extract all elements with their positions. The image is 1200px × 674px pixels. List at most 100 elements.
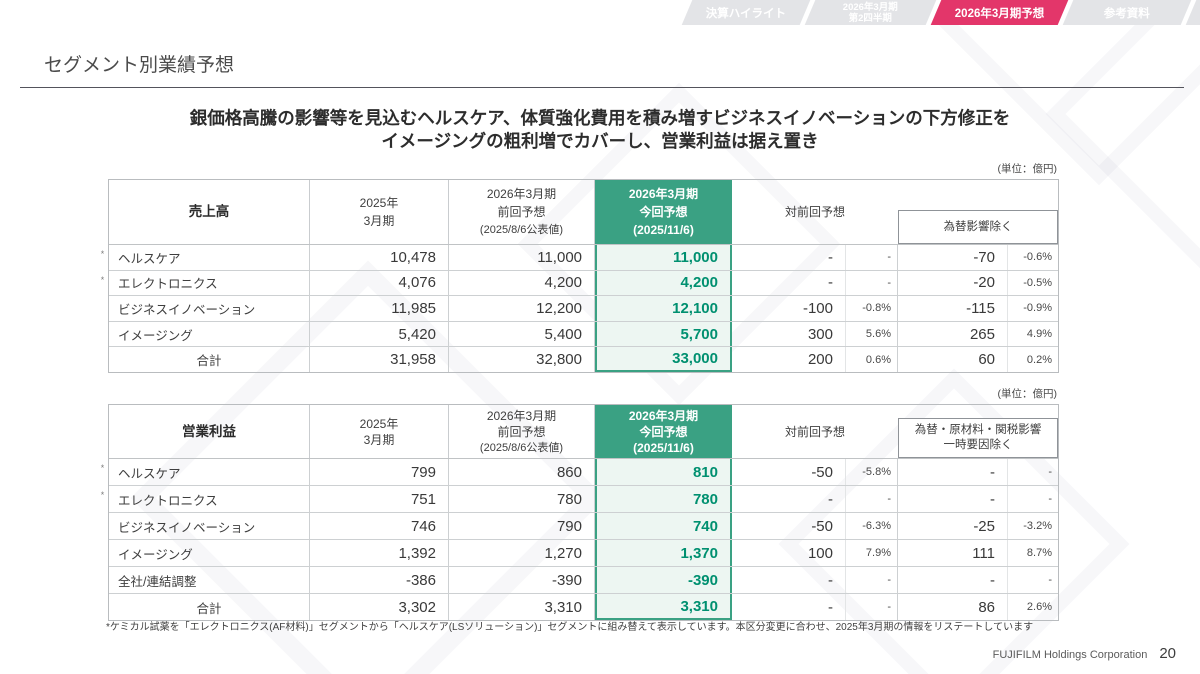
tab-fy2026-q2[interactable]: 2026年3月期 第2四半期 (804, 0, 937, 25)
cell-prev-forecast: 4,200 (449, 270, 595, 296)
cell-vs-prev: -50 (732, 513, 846, 539)
cell-current-forecast: 740 (595, 513, 732, 539)
cell-current-forecast: 780 (595, 486, 732, 512)
row-label: 合計 (109, 594, 310, 620)
cell-fy2025: 31,958 (310, 347, 449, 372)
cell-excl-factors: - (898, 567, 1008, 593)
cell-excl-fx-pct: -0.6% (1023, 251, 1052, 264)
row-label: ヘルスケア (109, 245, 310, 270)
cell-excl-fx-pct: 0.2% (1026, 353, 1052, 366)
cell-excl-fx: -20 (898, 270, 1008, 296)
table-row: 全社/連結調整 -386 -390 -390 - - - - (109, 567, 1058, 594)
cell-vs-prev: - (732, 567, 846, 593)
cell-prev-forecast: 1,270 (449, 540, 595, 566)
cell-current-forecast: 33,000 (595, 347, 732, 372)
cell-vs-prev: -50 (732, 459, 846, 485)
tab-reference-materials[interactable]: 参考資料 (1062, 0, 1192, 25)
tab-fy2026-forecast[interactable]: 2026年3月期予想 (930, 0, 1069, 25)
cell-prev-forecast: 32,800 (449, 347, 595, 372)
row-label: イメージング (109, 321, 310, 347)
tab-label: 2026年3月期予想 (954, 7, 1045, 20)
tab-bar: 決算ハイライト 2026年3月期 第2四半期 2026年3月期予想 参考資料 (0, 0, 1200, 25)
col-header-line: 前回予想 (497, 205, 546, 219)
excl-fx-label: 為替影響除く (943, 220, 1013, 233)
col-header-line: 2026年3月期 (628, 408, 699, 423)
cell-vs-prev: - (732, 486, 846, 512)
cell-excl-fx: -70 (898, 245, 1008, 270)
tab-label: 参考資料 (1104, 7, 1150, 20)
unit-label-sales: (単位：億円) (997, 163, 1058, 175)
col-header-line: (2025/8/6公表値) (479, 441, 564, 454)
table-row: ビジネスイノベーション 11,985 12,200 12,100 -100 -0… (109, 296, 1058, 322)
cell-prev-forecast: 11,000 (449, 245, 595, 270)
cell-vs-prev: - (732, 245, 846, 270)
cell-vs-prev-pct: 0.6% (846, 347, 898, 372)
col-header-current-forecast: 2026年3月期 今回予想 (2025/11/6) (595, 405, 732, 458)
table-row-total: 合計 31,958 32,800 33,000 200 0.6% 60 0.2% (109, 347, 1058, 372)
excl-factors-box: 為替・原材料・関税影響 一時要因除く (898, 418, 1058, 458)
cell-vs-prev-pct: - (846, 486, 898, 512)
col-header-prev-forecast: 2026年3月期 前回予想 (2025/8/6公表値) (449, 405, 595, 458)
table-row-total: 合計 3,302 3,310 3,310 - - 86 2.6% (109, 594, 1058, 620)
cell-fy2025: 10,478 (310, 245, 449, 270)
cell-prev-forecast: 860 (449, 459, 595, 485)
footnote: *ケミカル試薬を「エレクトロニクス(AF材料)」セグメントから「ヘルスケア(LS… (106, 622, 1034, 633)
cell-prev-forecast: 12,200 (449, 296, 595, 321)
sales-table-header: 売上高 2025年 3月期 2026年3月期 前回予想 (2025/8/6公表値… (109, 180, 1058, 245)
cell-vs-prev: 200 (732, 347, 846, 372)
cell-excl-fx-pct: -0.5% (1023, 276, 1052, 289)
cell-fy2025: 799 (310, 459, 449, 485)
cell-fy2025: 4,076 (310, 270, 449, 296)
cell-excl-fx: -115 (898, 296, 1008, 321)
cell-excl-factors: -25 (898, 513, 1008, 539)
row-label: ヘルスケア (109, 459, 310, 485)
row-label: エレクトロニクス (109, 270, 310, 296)
tab-results-highlights[interactable]: 決算ハイライト (681, 0, 811, 25)
excl-fx-box: 為替影響除く (898, 210, 1058, 244)
sales-table: 売上高 2025年 3月期 2026年3月期 前回予想 (2025/8/6公表値… (101, 179, 1059, 373)
row-label: 全社/連結調整 (109, 567, 310, 593)
unit-label-profit: (単位：億円) (997, 388, 1058, 400)
cell-current-forecast: -390 (595, 567, 732, 593)
slide-message-line1: 銀価格高騰の影響等を見込むヘルスケア、体質強化費用を積み増すビジネスイノベーショ… (189, 108, 1011, 128)
cell-prev-forecast: 790 (449, 513, 595, 539)
page-title: セグメント別業績予想 (44, 55, 235, 76)
excl-factors-label-line1: 為替・原材料・関税影響 (914, 424, 1042, 436)
cell-fy2025: 3,302 (310, 594, 449, 620)
tab-label: 決算ハイライト (705, 7, 787, 20)
cell-vs-prev: 300 (732, 321, 846, 347)
footnote-marker: * (100, 490, 105, 500)
cell-current-forecast: 11,000 (595, 245, 732, 270)
cell-excl-factors-pct: - (1048, 493, 1052, 505)
cell-vs-prev-pct: - (846, 270, 898, 296)
page-number: 20 (1159, 645, 1176, 662)
cell-excl-factors-pct: -3.2% (1023, 520, 1052, 532)
cell-vs-prev-pct: - (846, 567, 898, 593)
col-header-vs-prev: 対前回予想 (784, 205, 845, 219)
col-header-vs-prev: 対前回予想 (784, 424, 845, 439)
cell-current-forecast: 810 (595, 459, 732, 485)
col-header-line: 前回予想 (497, 424, 546, 439)
company-name: FUJIFILM Holdings Corporation (992, 649, 1148, 661)
cell-prev-forecast: -390 (449, 567, 595, 593)
col-header-prev-forecast: 2026年3月期 前回予想 (2025/8/6公表値) (449, 180, 595, 244)
title-rule (20, 87, 1184, 88)
col-header-line: 今回予想 (639, 424, 688, 439)
col-header-fy2025: 2025年 3月期 (310, 405, 449, 458)
col-header-line: 2026年3月期 (628, 187, 699, 201)
tab-label-line2: 第2四半期 (848, 12, 893, 24)
cell-prev-forecast: 780 (449, 486, 595, 512)
row-label: エレクトロニクス (109, 486, 310, 512)
cell-current-forecast: 3,310 (595, 594, 732, 620)
cell-fy2025: 746 (310, 513, 449, 539)
cell-vs-prev: - (732, 594, 846, 620)
row-label: ビジネスイノベーション (109, 513, 310, 539)
cell-excl-factors-pct: - (1048, 466, 1052, 478)
col-header-excl-factors: 為替・原材料・関税影響 一時要因除く (898, 405, 1058, 458)
cell-fy2025: -386 (310, 567, 449, 593)
footnote-marker: * (100, 274, 105, 285)
slide-footer: FUJIFILM Holdings Corporation 20 (993, 645, 1176, 662)
section-header-sales: 売上高 (109, 180, 310, 244)
cell-excl-factors-pct: 2.6% (1026, 601, 1052, 613)
tab-label: 2026年3月期 第2四半期 (843, 2, 898, 24)
